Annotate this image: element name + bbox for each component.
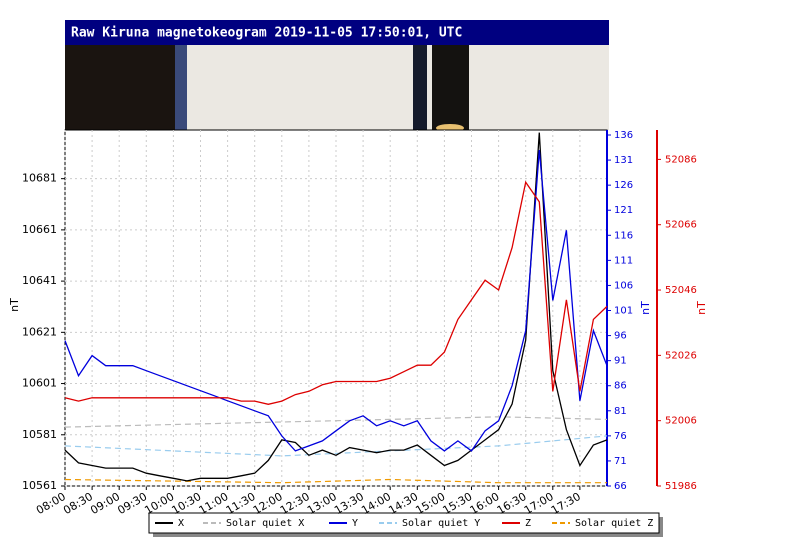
y2-axis-label: nT [639, 301, 652, 315]
series-line [64, 416, 608, 428]
legend [148, 512, 660, 534]
chart-title: Raw Kiruna magnetokeogram 2019-11-05 17:… [71, 26, 462, 41]
y-tick-label: 10601 [22, 377, 57, 390]
y-tick-label: 10661 [22, 223, 57, 236]
y2-tick-label: 81 [614, 406, 627, 417]
y-tick-label: 10561 [22, 479, 57, 492]
series-line [64, 435, 608, 457]
y2-tick-label: 86 [614, 381, 627, 392]
y2-tick-label: 66 [614, 481, 627, 492]
legend-label: Z [525, 518, 531, 529]
x-tick-label: 09:00 [88, 490, 122, 517]
series-line [64, 150, 608, 452]
series-line [64, 478, 607, 484]
series-line [64, 180, 608, 405]
legend-label: Solar quiet Y [402, 518, 480, 529]
y3-tick-label: 52026 [665, 350, 697, 361]
legend-label: X [178, 518, 184, 529]
x-tick-label: 09:30 [115, 490, 149, 517]
y2-tick-label: 126 [614, 180, 633, 191]
y2-tick-label: 116 [614, 230, 633, 241]
y3-tick-label: 52046 [665, 285, 697, 296]
y2-tick-label: 111 [614, 255, 633, 266]
y2-tick-label: 121 [614, 205, 633, 216]
legend-label: Solar quiet X [226, 518, 304, 529]
y2-tick-label: 76 [614, 431, 627, 442]
legend-label: Solar quiet Z [575, 518, 653, 529]
y2-tick-label: 131 [614, 155, 633, 166]
y-tick-label: 10581 [22, 428, 57, 441]
y2-tick-label: 136 [614, 130, 633, 141]
x-tick-label: 08:00 [34, 490, 68, 517]
y3-tick-label: 52086 [665, 154, 697, 165]
y-tick-label: 10641 [22, 274, 57, 287]
x-tick-label: 08:30 [61, 490, 95, 517]
y2-tick-label: 71 [614, 456, 627, 467]
y2-tick-label: 96 [614, 331, 627, 342]
y2-tick-label: 91 [614, 356, 627, 367]
y-tick-label: 10681 [22, 172, 57, 185]
y3-axis-label: nT [695, 301, 708, 315]
y3-tick-label: 52006 [665, 416, 697, 427]
title-bar [65, 20, 609, 45]
y-tick-label: 10621 [22, 325, 57, 338]
legend-label: Y [352, 518, 358, 529]
series-line [64, 132, 608, 482]
y-axis-label: nT [8, 298, 21, 312]
y2-tick-label: 106 [614, 280, 633, 291]
y3-tick-label: 52066 [665, 220, 697, 231]
y3-tick-label: 51986 [665, 481, 697, 492]
y2-tick-label: 101 [614, 306, 633, 317]
keogram [65, 45, 609, 132]
